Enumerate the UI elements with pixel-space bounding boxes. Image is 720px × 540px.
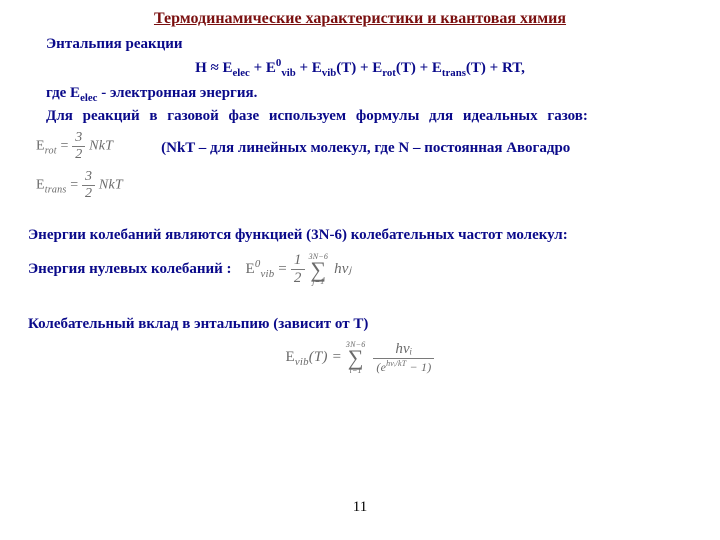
line-enthalpy-label: Энтальпия реакции: [28, 36, 692, 53]
line-vibfreq: Энергии колебаний являются функцией (3N-…: [28, 223, 692, 249]
line-vibT: Колебательный вклад в энтальпию (зависит…: [28, 316, 692, 333]
etrans-sub: trans: [45, 185, 67, 196]
where-sub: elec: [80, 92, 97, 104]
zpe-row: Энергия нулевых колебаний : E0vib = 1 2 …: [28, 253, 692, 287]
vibT-num: hνᵢ: [373, 342, 434, 359]
zpe-sum-lower: j=1: [312, 278, 324, 286]
where-suffix: - электронная энергия.: [97, 85, 257, 101]
erot-sub: rot: [45, 146, 57, 157]
vibT-sub: vib: [295, 356, 309, 368]
vibT-formula: Evib(T) = 3N−6 ∑ i=1 hνᵢ (ehνᵢ/kT − 1): [286, 341, 435, 375]
etrans-tail: NkT: [99, 178, 123, 193]
zpe-term: hνⱼ: [332, 261, 351, 277]
enthalpy-equation: H ≈ Eelec + E0vib + Evib(T) + Erot(T) + …: [28, 57, 692, 79]
erot-formula: Erot = 3 2 NkT: [36, 131, 113, 162]
zpe-num: 1: [291, 253, 305, 270]
line-gasphase: Для реакций в газовой фазе используем фо…: [28, 108, 692, 125]
page-title: Термодинамические характеристики и квант…: [28, 10, 692, 28]
nkt-note: (NkT – для линейных молекул, где N – пос…: [161, 140, 570, 157]
erot-row: Erot = 3 2 NkT (NkT – для линейных молек…: [28, 129, 692, 168]
line-zpe-label: Энергия нулевых колебаний :: [28, 261, 232, 278]
erot-tail: NkT: [89, 139, 113, 154]
vibT-arg: (T) =: [309, 349, 346, 365]
etrans-den: 2: [82, 186, 95, 201]
vibT-sum-lower: i=1: [350, 367, 362, 375]
etrans-num: 3: [82, 170, 95, 186]
zpe-den: 2: [291, 270, 305, 286]
erot-den: 2: [72, 147, 85, 162]
line-where: где Eelec - электронная энергия.: [28, 85, 692, 104]
zpe-formula: E0vib = 1 2 3N−6 ∑ j=1 hνⱼ: [246, 253, 352, 287]
page-number: 11: [0, 499, 720, 516]
etrans-formula: Etrans = 3 2 NkT: [36, 170, 692, 201]
erot-num: 3: [72, 131, 85, 147]
where-prefix: где E: [46, 85, 80, 101]
zpe-sub: vib: [261, 268, 275, 280]
